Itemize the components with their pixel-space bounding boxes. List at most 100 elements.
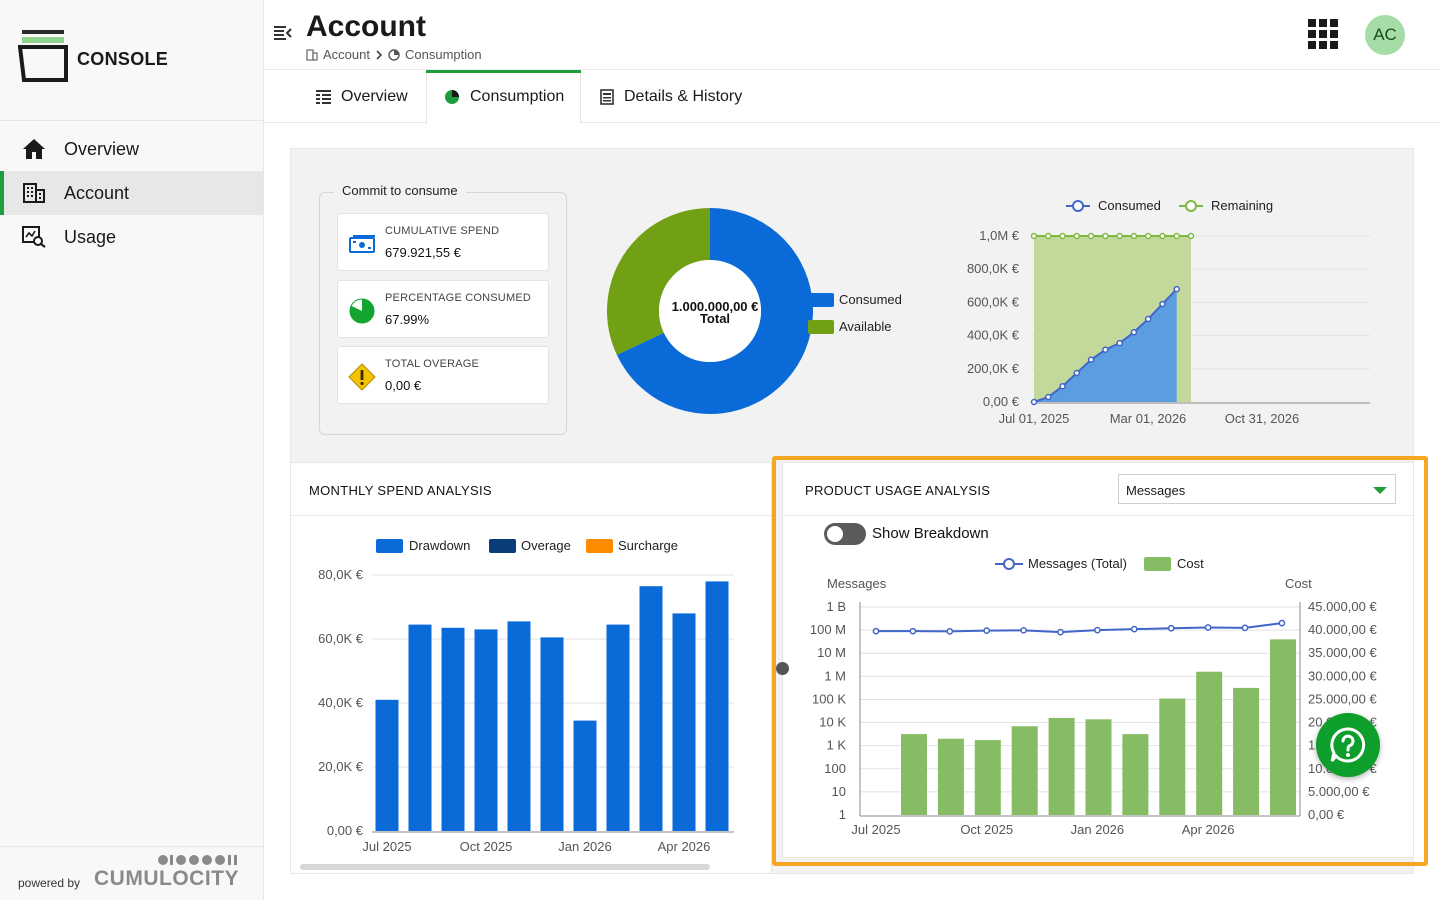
x-tick-label: Oct 31, 2026 — [1225, 411, 1299, 426]
trend-legend: Consumed Remaining — [1066, 198, 1273, 213]
kpi-label: PERCENTAGE CONSUMED — [385, 292, 531, 304]
breadcrumb-account-link[interactable]: Account — [323, 47, 370, 62]
home-icon — [23, 139, 45, 159]
kpi-label: CUMULATIVE SPEND — [385, 225, 500, 237]
brand[interactable]: CONSOLE — [18, 28, 258, 88]
legend-consumed[interactable]: Consumed — [839, 292, 902, 307]
bar-drawdown — [639, 586, 663, 831]
y-left-tick-label: 10 M — [817, 645, 846, 660]
messages-point — [983, 627, 991, 634]
product-select[interactable]: Messages — [1118, 474, 1396, 504]
donut-slice-available — [607, 208, 710, 355]
tab-details-history[interactable]: Details & History — [600, 70, 742, 123]
consumed-point — [1159, 300, 1166, 308]
bar-cost — [1196, 671, 1223, 815]
bar-drawdown — [507, 621, 531, 831]
pie-icon — [388, 48, 400, 61]
bar-drawdown — [672, 613, 696, 831]
legend-swatch-drawdown — [376, 539, 403, 553]
kpi-value: 679.921,55 € — [385, 245, 461, 260]
sidebar-item-overview[interactable]: Overview — [0, 127, 263, 171]
building-icon — [306, 48, 318, 61]
y-left-tick-label: 1 K — [826, 738, 846, 753]
messages-point — [909, 627, 917, 635]
y-left-tick-label: 100 — [824, 761, 846, 776]
y-tick-label: 20,0K € — [318, 759, 364, 774]
legend-swatch-overage — [489, 539, 516, 553]
bar-cost — [901, 734, 927, 815]
y-tick-label: 1,0M € — [979, 228, 1020, 243]
consumed-point — [1030, 398, 1038, 406]
bar-drawdown — [606, 624, 630, 831]
kpi-value: 0,00 € — [385, 378, 422, 393]
bar-drawdown — [375, 699, 399, 831]
legend-consumed[interactable]: Consumed — [1098, 198, 1161, 213]
page-title: Account — [306, 10, 426, 43]
x-tick-label: Jul 2025 — [362, 839, 411, 854]
sidebar-item-usage[interactable]: Usage — [0, 215, 263, 259]
x-tick-label: Jan 2026 — [558, 839, 612, 854]
legend-swatch-available — [808, 320, 834, 334]
monthly-spend-chart: Drawdown Overage Surcharge 0,00 € 20,0K €… — [318, 538, 734, 854]
y-right-tick-label: 35.000,00 € — [1308, 645, 1377, 660]
messages-point — [1167, 624, 1175, 632]
product-usage-chart: Messages (Total) Cost Messages Cost 1 10 1… — [810, 556, 1378, 837]
donut-center-label: Total — [700, 311, 730, 326]
app-switcher-icon[interactable] — [1308, 19, 1338, 49]
legend-remaining[interactable]: Remaining — [1211, 198, 1273, 213]
y-right-tick-label: 40.000,00 € — [1308, 622, 1377, 637]
kpi-total-overage: TOTAL OVERAGE 0,00 € — [337, 346, 549, 404]
money-icon — [349, 235, 375, 253]
legend-overage[interactable]: Overage — [521, 538, 571, 553]
sidebar-item-label: Account — [64, 183, 130, 203]
help-button[interactable] — [1316, 713, 1380, 777]
building-icon — [23, 183, 45, 203]
legend-surcharge[interactable]: Surcharge — [618, 538, 678, 553]
sidebar-item-account[interactable]: Account — [0, 171, 263, 215]
legend-cost[interactable]: Cost — [1177, 556, 1204, 571]
x-tick-label: Mar 01, 2026 — [1110, 411, 1187, 426]
legend-available[interactable]: Available — [839, 319, 892, 334]
caret-down-icon — [1373, 487, 1387, 494]
resize-handle-icon[interactable] — [776, 662, 789, 675]
remaining-point — [1087, 232, 1095, 240]
consumed-point — [1130, 329, 1138, 336]
remaining-point — [1045, 232, 1052, 240]
consumed-point — [1045, 393, 1052, 401]
y-tick-label: 40,0K € — [318, 695, 364, 710]
bar-cost — [1159, 698, 1186, 815]
kpi-cumulative-spend: CUMULATIVE SPEND 679.921,55 € — [337, 213, 549, 271]
messages-point — [872, 627, 880, 635]
product-legend: Messages (Total) Cost — [995, 556, 1204, 571]
y-left-tick-label: 100 K — [812, 691, 846, 706]
show-breakdown-toggle[interactable] — [824, 523, 866, 545]
remaining-point — [1159, 232, 1166, 240]
bar-cost — [1011, 726, 1038, 815]
bar-cost — [1122, 734, 1149, 815]
x-tick-label: Oct 2025 — [960, 822, 1013, 837]
consumed-point — [1073, 369, 1081, 377]
y-left-tick-label: 100 M — [810, 622, 846, 637]
show-breakdown-label: Show Breakdown — [872, 525, 989, 542]
breadcrumb: Account Consumption — [306, 47, 482, 62]
remaining-point — [1173, 232, 1180, 240]
x-tick-label: Oct 2025 — [460, 839, 513, 854]
tab-overview[interactable]: Overview — [316, 70, 408, 123]
horizontal-scrollbar[interactable] — [300, 864, 710, 870]
card-divider — [291, 515, 771, 516]
messages-point — [1057, 628, 1064, 636]
x-tick-label: Apr 2026 — [1182, 822, 1235, 837]
remaining-point — [1130, 232, 1138, 240]
tab-bar: Overview Consumption Details & History — [264, 70, 1440, 124]
bar-cost — [1233, 687, 1260, 815]
tab-consumption[interactable]: Consumption — [426, 70, 581, 124]
sidebar-item-label: Usage — [64, 227, 117, 247]
remaining-point — [1144, 232, 1152, 240]
menu-toggle-icon[interactable] — [274, 25, 292, 41]
legend-drawdown[interactable]: Drawdown — [409, 538, 470, 553]
consumed-area — [1034, 289, 1177, 402]
help-chat-icon — [1330, 727, 1366, 763]
y-tick-label: 200,0K € — [967, 361, 1020, 376]
user-avatar[interactable]: AC — [1365, 15, 1405, 55]
legend-messages-total[interactable]: Messages (Total) — [1028, 556, 1127, 571]
